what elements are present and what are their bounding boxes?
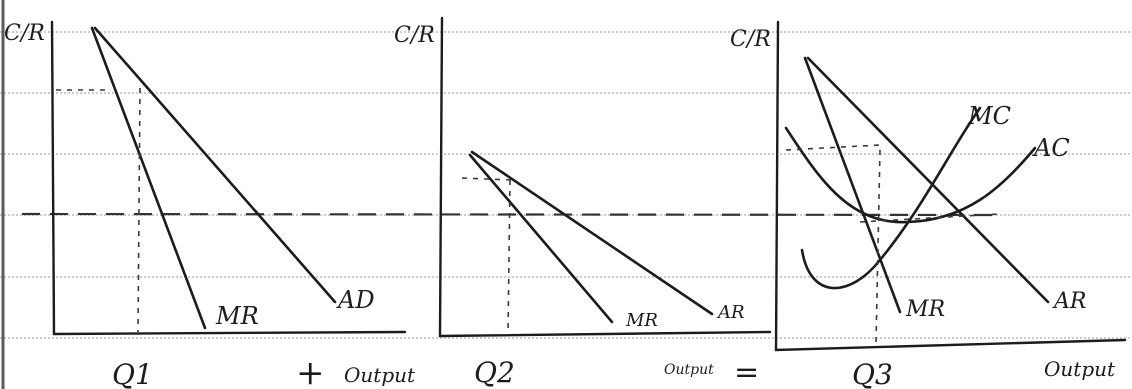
panel3-ar-label: AR <box>1052 289 1086 314</box>
equals-operator: = <box>734 355 759 389</box>
panel2-quantity-guide <box>507 179 511 335</box>
panel1-axes <box>50 20 407 336</box>
panel2-x-label: Output <box>664 362 714 378</box>
panel2-price-guide <box>461 177 513 181</box>
panel3-ar-curve <box>806 56 1050 304</box>
panel3-y-label: C/R <box>730 27 771 52</box>
panel3-mc-curve <box>800 106 982 290</box>
panel1-x-label: Output <box>344 363 416 387</box>
panel-2: C/R MR AR Q2 Output <box>394 16 772 389</box>
panel-3: C/R MC AC MR AR Q3 Output <box>730 20 1127 389</box>
panel-1: C/R MR AD Q1 Output <box>4 20 416 389</box>
panel2-y-label: C/R <box>394 23 435 48</box>
panel2-ar-curve <box>470 150 714 316</box>
panel2-ar-label: AR <box>716 302 745 323</box>
price-line <box>21 212 1001 217</box>
plus-operator: + <box>296 353 325 389</box>
panel2-mr-label: MR <box>625 310 658 331</box>
panel3-ac-label: AC <box>1032 134 1070 162</box>
panel3-mr-label: MR <box>905 297 945 322</box>
ruled-lines <box>0 31 1132 339</box>
panel2-quantity-label: Q2 <box>474 356 515 389</box>
panel1-quantity-guide <box>137 87 141 333</box>
panel3-mc-label: MC <box>967 102 1011 130</box>
panel2-axes <box>438 16 772 338</box>
panel1-mr-label: MR <box>215 302 259 330</box>
panel1-mr-curve <box>90 26 207 330</box>
panel3-ac-curve <box>784 126 1037 224</box>
panel3-price-guide <box>785 144 881 151</box>
panel3-mr-curve <box>803 56 902 314</box>
panel1-y-label: C/R <box>4 21 45 46</box>
panel3-x-label: Output <box>1044 357 1116 381</box>
panel3-cost-guide <box>859 213 1001 223</box>
panel1-ad-curve <box>93 26 337 304</box>
panel1-quantity-label: Q1 <box>112 358 153 389</box>
panel1-ad-label: AD <box>336 286 375 314</box>
panel3-axes <box>774 20 1127 352</box>
panel2-mr-curve <box>468 153 614 324</box>
panel3-quantity-label: Q3 <box>852 358 893 389</box>
